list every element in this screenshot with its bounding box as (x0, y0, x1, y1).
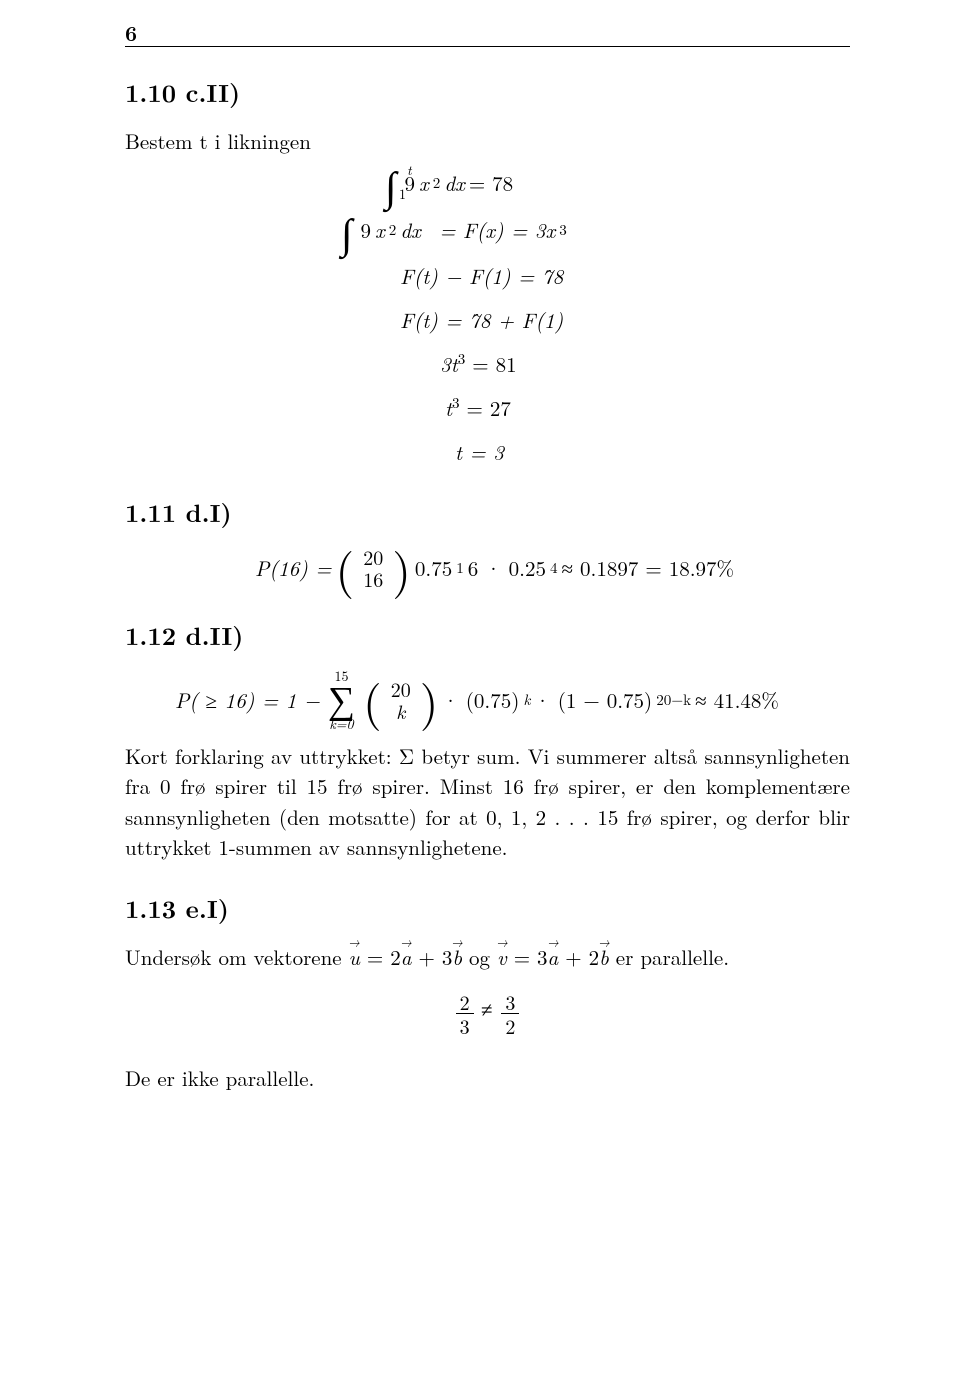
eq-int-def: ∫ t 1 9 x2 dx = 78 (385, 166, 513, 199)
int-lower: 1 (399, 184, 406, 204)
vec-a: a (401, 942, 412, 972)
num: 3 (501, 990, 519, 1013)
neq-sign: ≠ (481, 994, 500, 1024)
var-x: x (419, 168, 429, 198)
coef: 9 (361, 215, 372, 245)
header-rule (125, 46, 850, 47)
section-heading-110: 1.10 c.II) (125, 75, 850, 110)
eq-line3: F(t) − F(1) = 78 (400, 261, 563, 291)
approx: ≈ 0.1897 = 18.97% (562, 553, 735, 583)
vec-v: v (497, 942, 507, 972)
eq-int-indef: ∫ 9 x2 dx = F(x) = 3x3 (341, 214, 567, 247)
vec-b: b (452, 942, 462, 972)
kort-forklaring: Kort forklaring av uttrykket: Σ betyr su… (125, 741, 850, 863)
text: Bestem t i likningen (125, 126, 311, 156)
binom-bot: 16 (363, 568, 383, 590)
eq-line5: 3t3 = 81 (440, 349, 517, 379)
eq-line6: t3 = 27 (445, 393, 511, 423)
eq-frac-neq: 2 3 ≠ 3 2 (125, 990, 850, 1037)
val: 0.75 (415, 553, 452, 583)
eq-line4: F(t) = 78 + F(1) (400, 305, 563, 335)
binom-bot: k (396, 700, 405, 722)
dx: dx (444, 168, 464, 198)
vec-b2: b (599, 942, 609, 972)
var-x: x (375, 215, 385, 245)
page-number: 6 (125, 18, 137, 48)
vec-a2: a (548, 942, 559, 972)
val2: 6 · 0.25 (468, 553, 546, 583)
den: 2 (501, 1013, 519, 1037)
equation-stack-110: ∫ t 1 9 x2 dx = 78 ∫ 9 x2 dx = F(x) = 3x… (385, 166, 850, 466)
sum-lower: k=0 (328, 717, 355, 731)
eqF: = F(x) = 3x (439, 215, 555, 245)
lhs: P(16) = (255, 553, 332, 583)
dx: dx (400, 215, 420, 245)
sigma-icon: 15 ∑ k=0 (328, 669, 355, 731)
page: 6 1.10 c.II) Bestem t i likningen ∫ t 1 … (0, 0, 960, 1399)
section-heading-111: 1.11 d.I) (125, 495, 850, 530)
binom-icon: ( 20 16 ) (336, 546, 411, 590)
lhs: P( ≥ 16) = 1 − (175, 685, 320, 715)
eq-p16: P(16) = ( 20 16 ) 0.751 6 · 0.254 ≈ 0.18… (255, 546, 850, 590)
rhs: = 78 (469, 168, 513, 198)
ikke-parallelle: De er ikke parallelle. (125, 1063, 850, 1093)
vec-u: u (349, 942, 360, 972)
approx: ≈ 41.48% (695, 685, 779, 715)
undersok-line: Undersøk om vektorene u = 2a + 3b og v =… (125, 942, 850, 972)
bestem-text: Bestem t i likningen (125, 126, 850, 156)
int-upper: t (407, 160, 412, 180)
binom2-icon: ( 20 k ) (363, 678, 438, 722)
section-heading-112: 1.12 d.II) (125, 618, 850, 653)
eq-line7: t = 3 (455, 437, 504, 467)
section-heading-113: 1.13 e.I) (125, 891, 850, 926)
den: 3 (456, 1013, 474, 1037)
num: 2 (456, 990, 474, 1013)
eq-pge16: P( ≥ 16) = 1 − 15 ∑ k=0 ( 20 k ) · (0.75… (175, 669, 850, 731)
